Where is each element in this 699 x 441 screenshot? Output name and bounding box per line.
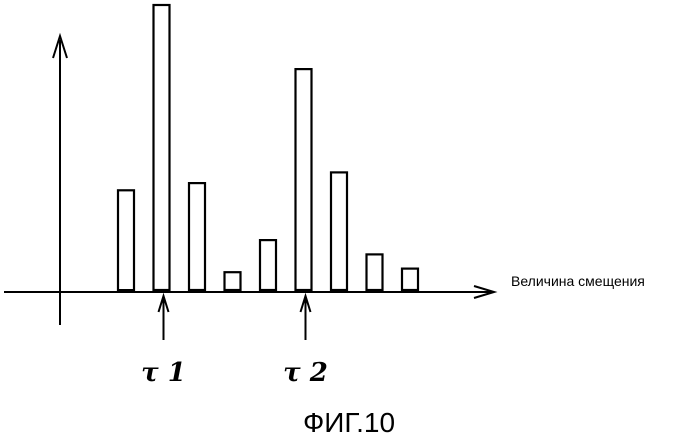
- bar-2: [154, 5, 170, 290]
- bar-3: [189, 183, 205, 290]
- bar-8: [367, 254, 383, 290]
- bar-9: [402, 269, 418, 290]
- bar-4: [225, 272, 241, 290]
- bar-5: [260, 240, 276, 290]
- marker-1: τ 1: [141, 296, 186, 388]
- marker-label-2: τ 2: [283, 358, 328, 388]
- x-axis-label: Величина смещения: [511, 273, 645, 289]
- marker-2: τ 2: [283, 296, 328, 388]
- marker-label-1: τ 1: [141, 358, 186, 388]
- bar-6: [296, 69, 312, 290]
- bars-group: [118, 5, 418, 290]
- figure-caption: ФИГ.10: [303, 407, 395, 438]
- bar-7: [331, 172, 347, 290]
- bar-1: [118, 190, 134, 290]
- markers-group: τ 1 τ 2: [141, 296, 328, 388]
